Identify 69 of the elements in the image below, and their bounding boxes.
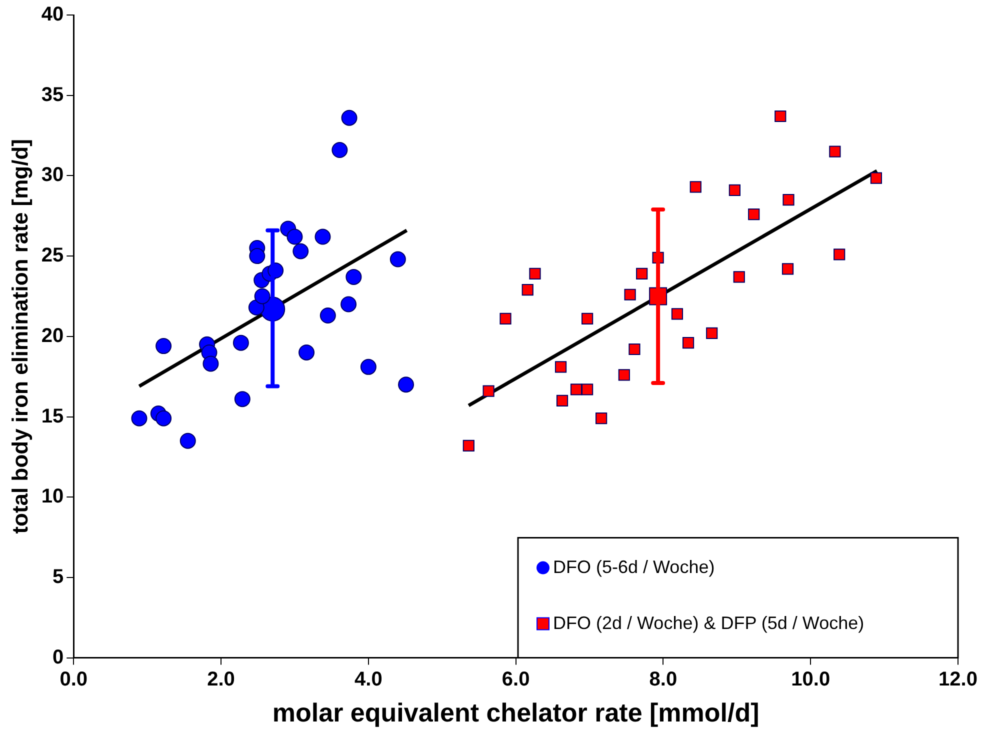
point — [870, 172, 882, 184]
point — [180, 432, 196, 449]
point — [624, 288, 636, 300]
point — [292, 243, 309, 260]
point — [346, 268, 362, 285]
point — [320, 308, 336, 324]
x-tick-label: 2.0 — [207, 668, 235, 690]
point — [596, 412, 608, 424]
point — [482, 385, 494, 397]
y-tick-label: 0 — [52, 646, 64, 668]
point — [582, 384, 594, 396]
point — [234, 391, 250, 408]
x-tick-label: 8.0 — [649, 668, 678, 690]
point — [232, 334, 249, 351]
point — [360, 358, 376, 375]
point — [529, 268, 541, 280]
legend-label: DFO (2d / Woche) & DFP (5d / Woche) — [553, 612, 864, 633]
point — [834, 248, 846, 260]
x-axis-title: molar equivalent chelator rate [mmol/d] — [272, 698, 760, 728]
point — [298, 344, 315, 360]
point — [156, 410, 172, 426]
point — [556, 394, 568, 406]
point — [748, 208, 760, 220]
point — [462, 440, 474, 452]
point — [636, 268, 648, 280]
point — [733, 271, 745, 283]
legend-label: DFO (5-6d / Woche) — [553, 556, 715, 577]
point — [156, 338, 172, 354]
x-tick-label: 4.0 — [354, 668, 382, 690]
point — [249, 248, 266, 264]
point — [690, 181, 702, 193]
y-tick-label: 15 — [41, 405, 64, 428]
point — [254, 288, 270, 304]
y-tick-label: 5 — [52, 566, 64, 588]
x-tick-label: 10.0 — [791, 668, 830, 690]
y-axis-title: total body iron elimination rate [mg/d] — [7, 139, 32, 534]
point — [554, 361, 567, 373]
y-tick-label: 40 — [41, 4, 64, 26]
point — [774, 110, 786, 122]
point — [782, 194, 794, 206]
point — [202, 356, 219, 372]
point — [398, 376, 414, 393]
y-tick-label: 10 — [41, 486, 64, 508]
point — [628, 343, 640, 356]
point — [728, 184, 741, 196]
x-tick-label: 0.0 — [60, 668, 88, 690]
point — [829, 146, 841, 158]
point — [671, 308, 684, 320]
point — [332, 142, 348, 158]
point — [582, 312, 594, 325]
point — [390, 251, 406, 268]
point — [500, 312, 512, 325]
x-tick-label: 6.0 — [502, 668, 530, 690]
point — [314, 228, 331, 245]
point — [131, 410, 148, 426]
point — [706, 327, 718, 339]
y-tick-label: 20 — [41, 324, 64, 347]
point — [570, 384, 582, 396]
point — [286, 228, 303, 245]
point — [522, 284, 534, 296]
y-tick-label: 25 — [41, 244, 64, 267]
y-tick-label: 35 — [41, 84, 64, 106]
point — [340, 296, 357, 312]
point — [782, 263, 794, 275]
point — [618, 369, 630, 381]
point — [341, 110, 358, 126]
x-tick-label: 12.0 — [938, 668, 978, 690]
point — [682, 337, 694, 349]
y-tick-label: 30 — [41, 164, 64, 186]
